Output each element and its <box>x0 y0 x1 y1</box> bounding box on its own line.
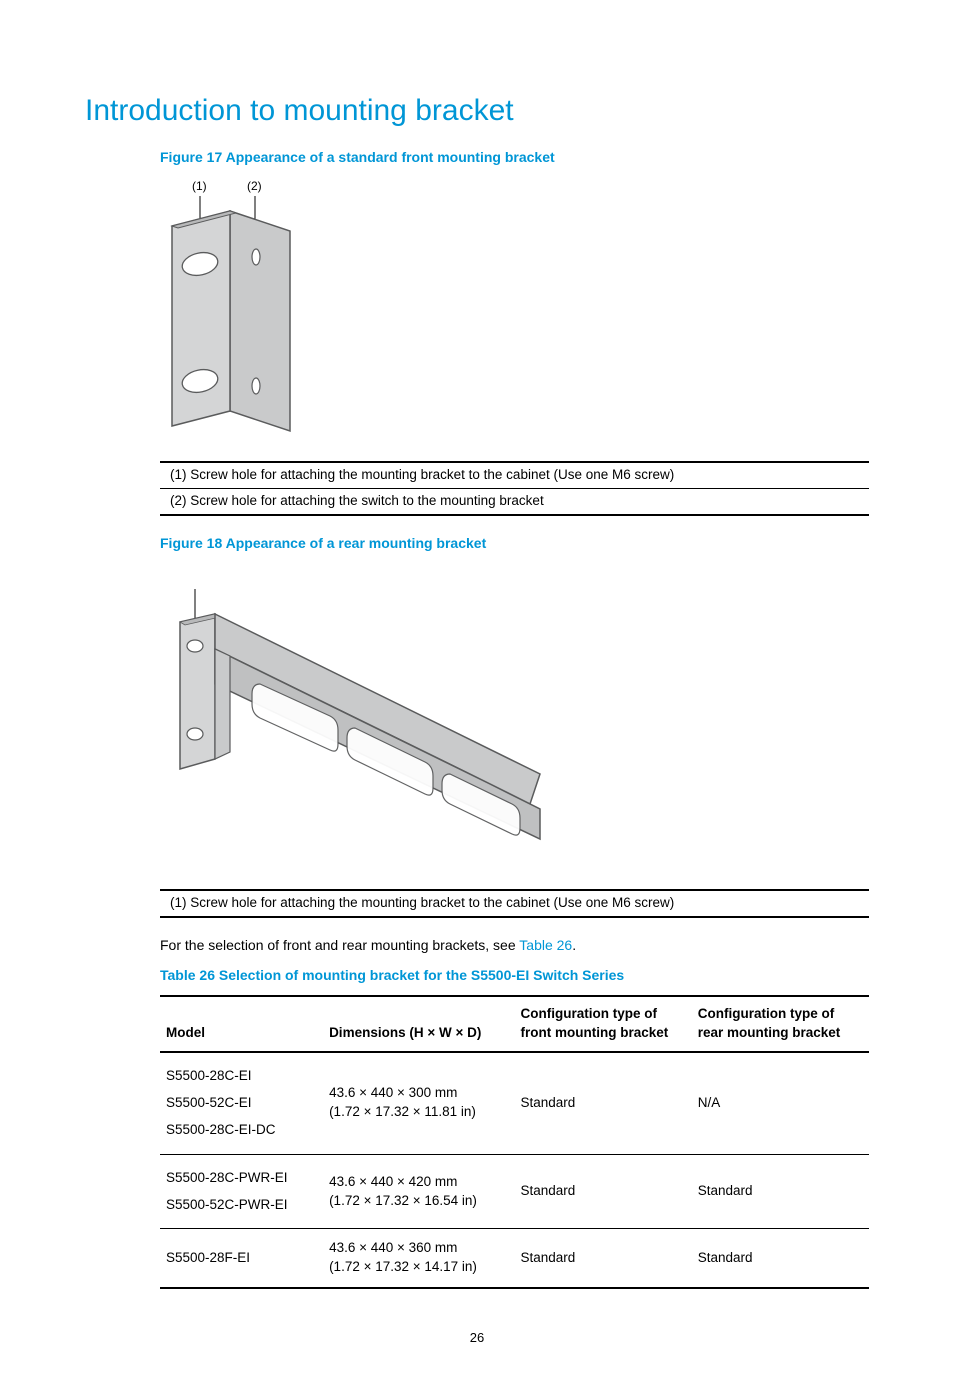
cell-model: S5500-28F-EI <box>160 1229 323 1288</box>
table26-link[interactable]: Table 26 <box>519 937 572 953</box>
table-row: S5500-28C-PWR-EIS5500-52C-PWR-EI43.6 × 4… <box>160 1154 869 1229</box>
figure17-callout-table: (1) Screw hole for attaching the mountin… <box>160 461 869 516</box>
fig17-callout-2: (2) Screw hole for attaching the switch … <box>160 489 869 515</box>
fig17-callout-1: (1) Screw hole for attaching the mountin… <box>160 462 869 488</box>
model-value: S5500-52C-PWR-EI <box>166 1192 317 1219</box>
th-model: Model <box>160 996 323 1052</box>
cell-dimensions: 43.6 × 440 × 300 mm(1.72 × 17.32 × 11.81… <box>323 1052 514 1154</box>
cell-rear: Standard <box>692 1229 869 1288</box>
page-number: 26 <box>85 1329 869 1347</box>
figure18-caption: Figure 18 Appearance of a rear mounting … <box>160 534 869 554</box>
th-rear: Configuration type of rear mounting brac… <box>692 996 869 1052</box>
cell-front: Standard <box>514 1229 691 1288</box>
cell-dimensions: 43.6 × 440 × 360 mm(1.72 × 17.32 × 14.17… <box>323 1229 514 1288</box>
body-post: . <box>572 937 576 953</box>
dim-in: (1.72 × 17.32 × 14.17 in) <box>329 1258 508 1277</box>
dim-mm: 43.6 × 440 × 420 mm <box>329 1173 508 1192</box>
page-title: Introduction to mounting bracket <box>85 90 869 132</box>
dim-mm: 43.6 × 440 × 360 mm <box>329 1239 508 1258</box>
figure17-image: (1) (2) <box>160 176 869 452</box>
fig17-label-2: (2) <box>247 179 262 193</box>
model-value: S5500-28F-EI <box>166 1245 317 1272</box>
figure18-image <box>160 574 869 880</box>
figure17-caption: Figure 17 Appearance of a standard front… <box>160 148 869 168</box>
table-row: S5500-28F-EI43.6 × 440 × 360 mm(1.72 × 1… <box>160 1229 869 1288</box>
fig17-label-1: (1) <box>192 179 207 193</box>
table26-caption: Table 26 Selection of mounting bracket f… <box>160 966 869 986</box>
model-value: S5500-28C-EI <box>166 1063 317 1090</box>
body-pre: For the selection of front and rear moun… <box>160 937 519 953</box>
body-paragraph: For the selection of front and rear moun… <box>160 936 869 956</box>
cell-dimensions: 43.6 × 440 × 420 mm(1.72 × 17.32 × 16.54… <box>323 1154 514 1229</box>
th-front: Configuration type of front mounting bra… <box>514 996 691 1052</box>
table-row: S5500-28C-EIS5500-52C-EIS5500-28C-EI-DC4… <box>160 1052 869 1154</box>
dim-in: (1.72 × 17.32 × 16.54 in) <box>329 1192 508 1211</box>
cell-model: S5500-28C-EIS5500-52C-EIS5500-28C-EI-DC <box>160 1052 323 1154</box>
cell-front: Standard <box>514 1052 691 1154</box>
cell-rear: Standard <box>692 1154 869 1229</box>
cell-rear: N/A <box>692 1052 869 1154</box>
cell-front: Standard <box>514 1154 691 1229</box>
cell-model: S5500-28C-PWR-EIS5500-52C-PWR-EI <box>160 1154 323 1229</box>
dim-in: (1.72 × 17.32 × 11.81 in) <box>329 1103 508 1122</box>
th-dimensions: Dimensions (H × W × D) <box>323 996 514 1052</box>
model-value: S5500-28C-PWR-EI <box>166 1165 317 1192</box>
model-value: S5500-28C-EI-DC <box>166 1117 317 1144</box>
figure18-callout-table: (1) Screw hole for attaching the mountin… <box>160 889 869 918</box>
model-value: S5500-52C-EI <box>166 1090 317 1117</box>
fig18-callout-1: (1) Screw hole for attaching the mountin… <box>160 890 869 917</box>
dim-mm: 43.6 × 440 × 300 mm <box>329 1084 508 1103</box>
table26: Model Dimensions (H × W × D) Configurati… <box>160 995 869 1289</box>
